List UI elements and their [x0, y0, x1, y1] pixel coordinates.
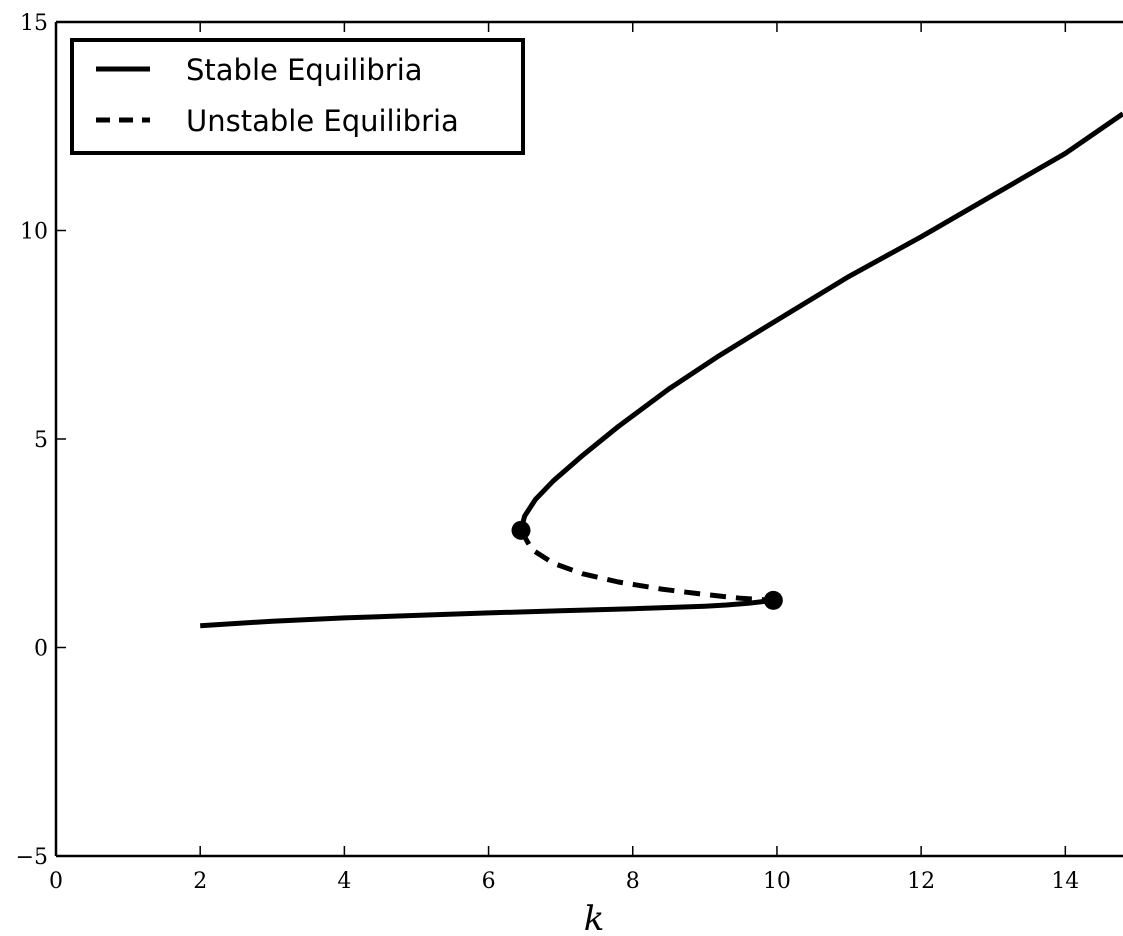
plot-background: [56, 22, 1123, 856]
series-line-unstable-0: [518, 529, 774, 603]
y-tick-label: −5: [16, 845, 48, 870]
x-tick-label: 14: [1051, 869, 1079, 894]
x-tick-label: 4: [337, 869, 351, 894]
x-axis-label: k: [584, 899, 605, 936]
legend-label-stable: Stable Equilibria: [186, 53, 423, 87]
bifurcation-points: [511, 520, 783, 610]
y-tick-label: 10: [20, 220, 48, 245]
y-tick-label: 5: [34, 428, 48, 453]
plot-area: [56, 22, 1123, 856]
legend-label-unstable: Unstable Equilibria: [186, 104, 459, 138]
legend: Stable Equilibria Unstable Equilibria: [70, 38, 525, 155]
series-line-stable-0: [200, 597, 774, 629]
x-tick-label: 6: [482, 869, 496, 894]
series-layer: [200, 111, 1123, 629]
y-tick-label: 15: [20, 11, 48, 36]
x-tick-label: 0: [49, 869, 63, 894]
x-tick-label: 12: [907, 869, 935, 894]
legend-box: [70, 38, 525, 155]
bifurcation-point-1: [763, 590, 783, 610]
y-tick-label: 0: [34, 637, 48, 662]
bifurcation-point-0: [511, 520, 531, 540]
series-line-stable-1: [518, 111, 1123, 531]
x-tick-label: 2: [193, 869, 207, 894]
x-tick-label: 8: [626, 869, 640, 894]
x-tick-label: 10: [763, 869, 791, 894]
